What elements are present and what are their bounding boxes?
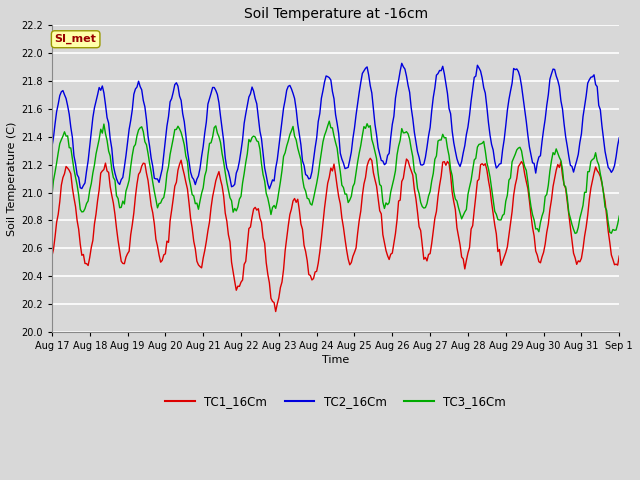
TC1_16Cm (549, 183, 557, 189)
Legend: TC1_16Cm, TC2_16Cm, TC3_16Cm: TC1_16Cm, TC2_16Cm, TC3_16Cm (161, 390, 511, 412)
TC3_16Cm (572, 230, 579, 236)
TC1_16Cm (406, 164, 413, 169)
TC1_16Cm (272, 309, 280, 314)
TC3_16Cm (64, 133, 72, 139)
Line: TC2_16Cm: TC2_16Cm (52, 63, 620, 189)
Line: TC1_16Cm: TC1_16Cm (52, 158, 620, 312)
TC1_16Cm (393, 217, 401, 223)
X-axis label: Time: Time (322, 356, 349, 365)
TC2_16Cm (266, 186, 273, 192)
TC1_16Cm (616, 253, 623, 259)
Text: SI_met: SI_met (55, 34, 97, 44)
TC2_16Cm (64, 103, 72, 108)
TC1_16Cm (154, 243, 161, 249)
TC1_16Cm (48, 253, 56, 259)
TC2_16Cm (549, 66, 557, 72)
TC1_16Cm (64, 165, 72, 171)
TC1_16Cm (374, 195, 382, 201)
TC2_16Cm (616, 135, 623, 141)
Title: Soil Temperature at -16cm: Soil Temperature at -16cm (243, 7, 428, 21)
TC1_16Cm (366, 156, 374, 161)
TC3_16Cm (392, 168, 399, 174)
TC3_16Cm (154, 205, 161, 211)
TC2_16Cm (48, 144, 56, 150)
TC3_16Cm (548, 158, 556, 164)
TC3_16Cm (616, 213, 623, 219)
Line: TC3_16Cm: TC3_16Cm (52, 121, 620, 233)
TC3_16Cm (325, 118, 333, 124)
TC3_16Cm (372, 156, 380, 161)
Y-axis label: Soil Temperature (C): Soil Temperature (C) (7, 121, 17, 236)
TC2_16Cm (392, 96, 399, 101)
TC2_16Cm (154, 176, 161, 182)
TC2_16Cm (398, 60, 406, 66)
TC3_16Cm (48, 193, 56, 199)
TC2_16Cm (406, 89, 413, 95)
TC3_16Cm (404, 131, 412, 137)
TC2_16Cm (372, 132, 380, 137)
